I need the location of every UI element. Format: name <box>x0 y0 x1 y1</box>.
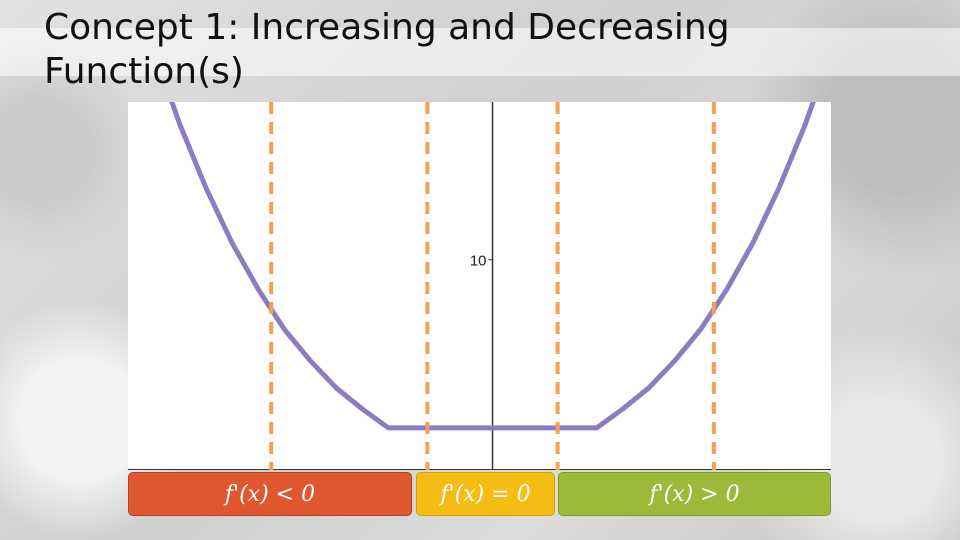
legend-derivative-positive: f'(x) > 0 <box>558 472 831 516</box>
title-band <box>0 28 960 76</box>
legend-derivative-negative: f'(x) < 0 <box>128 472 412 516</box>
legend-derivative-zero: f'(x) = 0 <box>416 472 555 516</box>
y-tick-label: 10 <box>470 253 487 270</box>
function-chart: 10 <box>128 102 831 470</box>
slide-title: Concept 1: Increasing and Decreasing Fun… <box>44 7 730 92</box>
chart-area: 10 <box>128 102 831 470</box>
